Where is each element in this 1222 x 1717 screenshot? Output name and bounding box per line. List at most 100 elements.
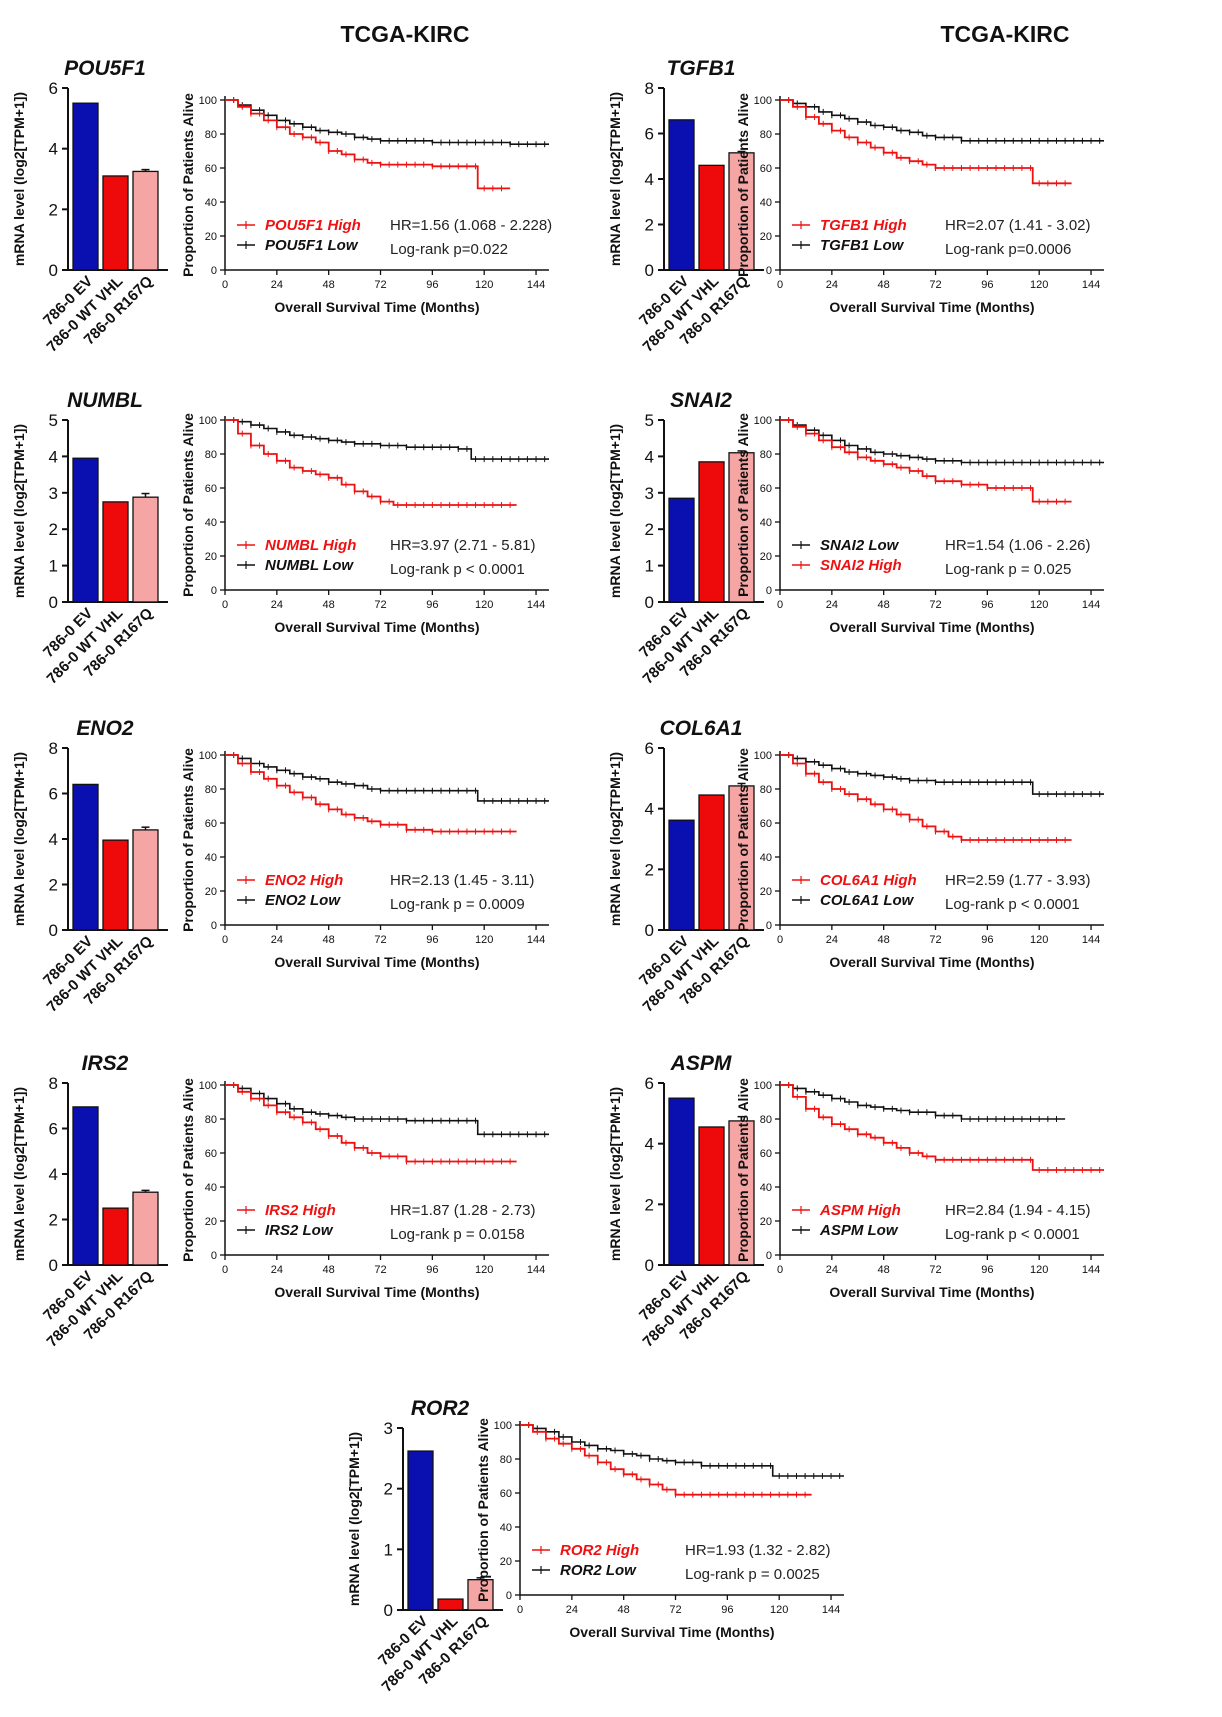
km-hazard-ratio: HR=2.84 (1.94 - 4.15) <box>945 1202 1091 1219</box>
bar-wt-vhl <box>102 175 129 271</box>
bar-wt-vhl <box>102 839 129 931</box>
km-hazard-ratio: HR=1.87 (1.28 - 2.73) <box>390 1202 536 1219</box>
km-chart-ror2: Proportion of Patients Alive 0 20 40 60 80 100… <box>475 1418 844 1640</box>
bar-y-tick-label: 3 <box>384 1419 393 1438</box>
km-y-tick-label: 80 <box>205 449 217 461</box>
km-low-curve <box>225 1084 549 1136</box>
km-x-tick-label: 0 <box>777 1264 783 1276</box>
km-chart-snai2: Proportion of Patients Alive 0 20 40 60 80 100… <box>735 413 1104 635</box>
km-x-tick-label: 144 <box>527 599 545 611</box>
km-x-tick-label: 24 <box>826 934 838 946</box>
bar-y-tick-label: 0 <box>384 1601 393 1620</box>
bar-gene-title: SNAI2 <box>670 389 732 412</box>
km-hazard-ratio: HR=3.97 (2.71 - 5.81) <box>390 537 536 554</box>
km-y-tick-label: 100 <box>754 750 772 762</box>
bar-y-tick-label: 8 <box>49 1074 58 1093</box>
bar-y-tick-label: 0 <box>645 593 654 612</box>
bar-ev <box>407 1450 434 1611</box>
km-x-tick-label: 144 <box>1082 599 1100 611</box>
km-x-tick-label: 120 <box>1030 934 1048 946</box>
bar-ev <box>668 119 695 271</box>
km-x-tick-label: 144 <box>1082 1264 1100 1276</box>
km-y-tick-label: 60 <box>205 483 217 495</box>
bar-y-tick-label: 4 <box>49 447 58 466</box>
bar-gene-title: ASPM <box>670 1052 732 1075</box>
km-x-tick-label: 144 <box>527 934 545 946</box>
km-low-curve <box>520 1424 844 1477</box>
km-chart-pou5f1: Proportion of Patients Alive 0 20 40 60 80 100… <box>180 93 552 315</box>
km-x-tick-label: 120 <box>1030 599 1048 611</box>
bar-ev <box>668 497 695 603</box>
km-chart-irs2: Proportion of Patients Alive 0 20 40 60 80 100… <box>180 1078 549 1300</box>
bar-y-tick-label: 6 <box>49 1120 58 1139</box>
km-y-tick-label: 0 <box>766 920 772 932</box>
km-x-axis-label: Overall Survival Time (Months) <box>829 619 1034 635</box>
km-x-tick-label: 72 <box>669 1604 681 1616</box>
km-x-tick-label: 96 <box>981 1264 993 1276</box>
bar-y-axis-label: mRNA level (log2[TPM+1]) <box>11 1087 27 1261</box>
km-legend-low-label: ASPM Low <box>819 1222 899 1239</box>
km-y-tick-label: 100 <box>754 415 772 427</box>
bar-wt-vhl <box>698 1126 725 1266</box>
km-x-tick-label: 120 <box>1030 279 1048 291</box>
bar-wt-vhl <box>698 461 725 603</box>
km-x-tick-label: 72 <box>929 934 941 946</box>
km-x-tick-label: 48 <box>878 1264 890 1276</box>
km-y-axis-label: Proportion of Patients Alive <box>735 748 751 932</box>
km-x-tick-label: 72 <box>929 599 941 611</box>
km-high-curve <box>225 1084 517 1163</box>
bar-y-tick-label: 4 <box>645 447 654 466</box>
km-x-tick-label: 24 <box>826 599 838 611</box>
bar-wt-vhl <box>437 1598 464 1611</box>
bar-ev <box>72 1106 99 1266</box>
km-x-tick-label: 0 <box>777 279 783 291</box>
km-low-curve <box>780 99 1104 142</box>
km-y-tick-label: 0 <box>506 1590 512 1602</box>
km-y-tick-label: 80 <box>760 784 772 796</box>
km-high-curve <box>780 419 1072 503</box>
km-y-tick-label: 60 <box>205 163 217 175</box>
km-y-tick-label: 0 <box>211 585 217 597</box>
km-x-tick-label: 48 <box>323 279 335 291</box>
bar-y-tick-label: 6 <box>49 785 58 804</box>
bar-y-tick-label: 6 <box>645 739 654 758</box>
bar-gene-title: NUMBL <box>67 389 143 412</box>
km-y-axis-label: Proportion of Patients Alive <box>475 1418 491 1602</box>
km-legend-high-label: ENO2 High <box>265 872 343 889</box>
km-y-tick-label: 40 <box>760 852 772 864</box>
km-legend-high-label: COL6A1 High <box>820 872 917 889</box>
km-x-tick-label: 120 <box>475 1264 493 1276</box>
km-legend-high-label: ASPM High <box>819 1202 901 1219</box>
km-y-tick-label: 40 <box>205 852 217 864</box>
km-x-tick-label: 0 <box>517 1604 523 1616</box>
km-legend-low-label: COL6A1 Low <box>820 892 915 909</box>
km-x-axis-label: Overall Survival Time (Months) <box>829 954 1034 970</box>
km-x-tick-label: 96 <box>981 279 993 291</box>
bar-y-tick-label: 2 <box>645 860 654 879</box>
km-x-tick-label: 72 <box>374 279 386 291</box>
bar-y-tick-label: 2 <box>49 200 58 219</box>
km-hazard-ratio: HR=2.59 (1.77 - 3.93) <box>945 872 1091 889</box>
km-x-tick-label: 72 <box>929 1264 941 1276</box>
km-logrank-p: Log-rank p = 0.0158 <box>390 1226 525 1243</box>
km-legend-low-label: TGFB1 Low <box>820 237 905 254</box>
km-x-tick-label: 120 <box>1030 1264 1048 1276</box>
bar-y-axis-label: mRNA level (log2[TPM+1]) <box>11 424 27 598</box>
km-y-tick-label: 80 <box>760 449 772 461</box>
km-legend-low-label: SNAI2 Low <box>820 537 900 554</box>
km-y-axis-label: Proportion of Patients Alive <box>180 1078 196 1262</box>
bar-y-tick-label: 4 <box>49 1165 58 1184</box>
km-y-tick-label: 80 <box>760 1114 772 1126</box>
km-y-axis-label: Proportion of Patients Alive <box>180 748 196 932</box>
km-x-tick-label: 0 <box>777 934 783 946</box>
km-y-tick-label: 100 <box>199 95 217 107</box>
km-x-tick-label: 96 <box>721 1604 733 1616</box>
km-legend-high-label: IRS2 High <box>265 1202 336 1219</box>
km-y-tick-label: 0 <box>211 1250 217 1262</box>
km-high-curve <box>780 754 1072 841</box>
km-y-tick-label: 20 <box>205 231 217 243</box>
km-x-tick-label: 120 <box>475 279 493 291</box>
